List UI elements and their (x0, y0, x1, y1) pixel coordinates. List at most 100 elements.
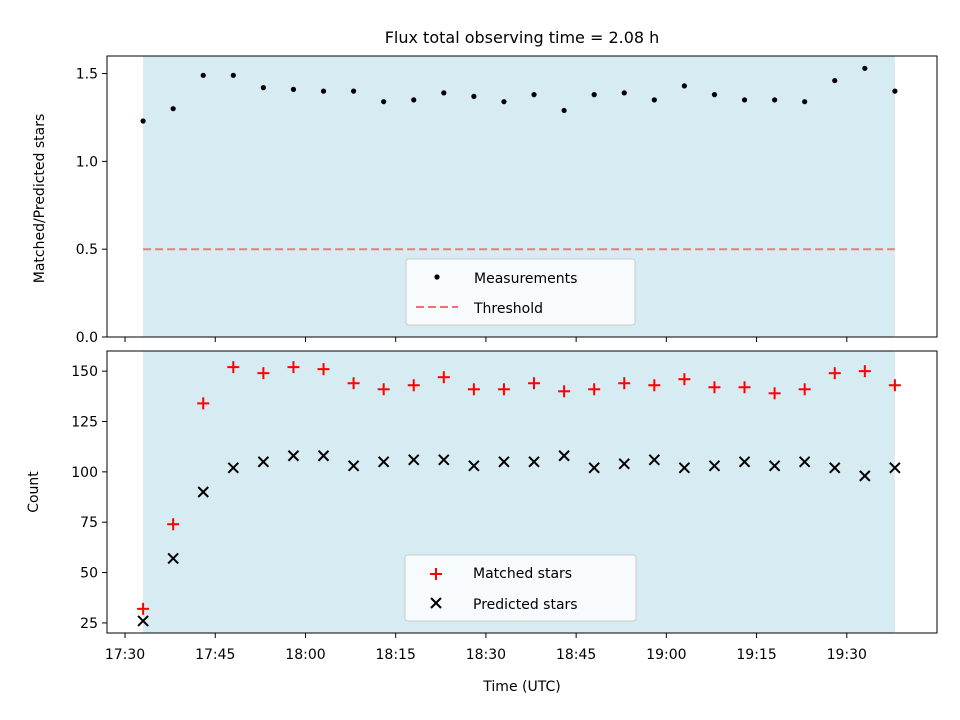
predicted-stars-points (137, 450, 901, 627)
measurement-point (802, 99, 808, 105)
measurement-point (260, 85, 266, 91)
measurement-point (832, 77, 838, 84)
measurement-point (170, 106, 176, 112)
legend-measurements-marker (434, 274, 440, 280)
matched-star-point (708, 381, 721, 394)
predicted-star-point (859, 470, 871, 482)
predicted-star-point (438, 454, 450, 466)
ratio-y-axis-ticks: 0.0 0.5 1.0 1.5 (76, 67, 107, 346)
chart-title: Flux total observing time = 2.08 h (385, 28, 660, 47)
ratio-y-tick-label: 0.5 (76, 242, 98, 258)
time-x-tick-label: 19:00 (646, 647, 686, 663)
measurement-point (651, 97, 657, 103)
count-y-tick-label: 25 (80, 616, 98, 632)
ratio-legend-box (405, 258, 636, 326)
ratio-y-tick-label: 1.5 (76, 67, 98, 83)
predicted-star-point (287, 450, 300, 462)
count-panel: 25 50 75 100 125 150 17:30 17:45 18:00 18:15 18:3… (26, 350, 938, 695)
measurement-point (591, 92, 597, 98)
matched-star-point (377, 383, 390, 396)
predicted-star-point (558, 450, 570, 462)
predicted-star-point (798, 456, 811, 468)
predicted-star-point (618, 458, 630, 470)
count-y-tick-label: 75 (80, 515, 98, 531)
measurement-point (320, 88, 327, 94)
matched-star-point (197, 397, 210, 410)
time-x-tick-label: 17:45 (195, 647, 235, 663)
matched-star-point (858, 365, 871, 378)
measurement-point (561, 107, 567, 114)
count-y-axis-ticks: 25 50 75 100 125 150 (71, 364, 107, 632)
legend-predicted-label: Predicted stars (473, 597, 578, 613)
ratio-y-axis-label: Matched/Predicted stars (32, 114, 48, 284)
predicted-star-point (738, 456, 751, 468)
count-y-axis-label: Count (26, 471, 42, 513)
predicted-star-point (137, 615, 149, 627)
matched-star-point (347, 377, 360, 390)
matched-star-point (558, 385, 571, 398)
measurement-point (531, 92, 537, 98)
matched-star-point (768, 387, 781, 400)
matched-star-point (137, 602, 150, 615)
legend-predicted-marker (430, 597, 442, 609)
predicted-star-point (678, 462, 691, 474)
predicted-star-point (167, 552, 179, 565)
count-y-tick-label: 125 (71, 415, 98, 431)
time-x-tick-label: 19:30 (827, 647, 867, 663)
measurement-point (350, 88, 357, 94)
predicted-star-point (498, 456, 510, 468)
matched-star-point (317, 363, 330, 376)
time-x-axis-label: Time (UTC) (482, 679, 560, 695)
time-x-tick-label: 17:30 (105, 647, 145, 663)
legend-matched-label: Matched stars (473, 566, 572, 582)
matched-stars-points (137, 361, 901, 615)
predicted-star-point (889, 462, 901, 474)
matched-star-point (497, 383, 510, 396)
measurement-point (471, 93, 477, 99)
matched-star-point (678, 373, 691, 386)
measurement-point (862, 65, 868, 71)
ratio-panel: 0.0 0.5 1.0 1.5 Flux total observing time =… (32, 28, 938, 346)
predicted-star-point (648, 454, 661, 466)
time-x-tick-label: 18:45 (556, 647, 596, 663)
measurement-point (411, 97, 417, 103)
matched-star-point (407, 379, 420, 392)
matched-star-point (257, 367, 270, 380)
legend-threshold-label: Threshold (473, 301, 543, 317)
count-y-tick-label: 50 (80, 566, 98, 582)
matched-star-point (167, 518, 180, 531)
predicted-star-point (588, 462, 600, 474)
measurement-point (621, 90, 627, 96)
ratio-y-tick-label: 1.0 (76, 154, 98, 170)
time-x-axis-ticks: 17:30 17:45 18:00 18:15 18:30 18:45 19:00 19:15… (105, 633, 867, 663)
matched-star-point (227, 361, 240, 374)
time-x-tick-label: 19:15 (736, 647, 776, 663)
ratio-legend: Measurements Threshold (405, 258, 636, 326)
predicted-star-point (197, 486, 209, 498)
matched-star-point (828, 367, 841, 380)
matched-star-point (287, 361, 300, 374)
measurement-point (681, 83, 687, 89)
predicted-star-point (227, 462, 240, 474)
measurement-point (501, 99, 507, 105)
measurement-point (741, 97, 748, 103)
matched-star-point (588, 383, 601, 396)
count-legend-box (404, 554, 637, 622)
measurement-point (200, 72, 206, 78)
predicted-star-point (347, 460, 360, 472)
matched-star-point (738, 381, 751, 394)
matched-star-point (798, 383, 811, 396)
count-y-tick-label: 100 (71, 465, 98, 481)
measurement-point (290, 86, 297, 92)
count-y-tick-label: 150 (71, 364, 98, 380)
measurement-points (140, 65, 898, 124)
legend-matched-marker (430, 568, 442, 580)
measurement-point (441, 90, 447, 96)
count-axes-frame (106, 350, 938, 634)
matched-star-point (648, 379, 661, 392)
matched-star-point (467, 383, 480, 396)
predicted-star-point (528, 456, 540, 468)
predicted-star-point (377, 456, 390, 468)
count-legend: Matched stars Predicted stars (404, 554, 637, 622)
